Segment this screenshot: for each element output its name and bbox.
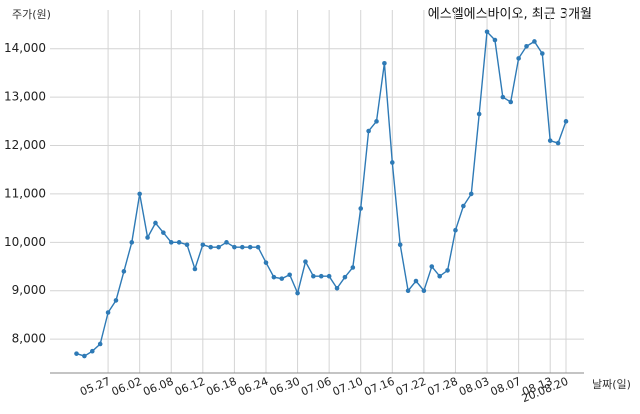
- data-point: [468, 191, 474, 197]
- data-point: [350, 265, 356, 270]
- data-point: [82, 353, 87, 359]
- data-point: [224, 240, 229, 245]
- data-point: [453, 227, 458, 233]
- data-point: [184, 242, 190, 248]
- data-point: [358, 206, 364, 211]
- data-point: [287, 272, 292, 278]
- data-point: [405, 288, 411, 294]
- data-point: [161, 230, 166, 235]
- data-point: [342, 274, 348, 280]
- data-point: [421, 288, 427, 294]
- data-point: [366, 128, 371, 134]
- y-tick-label: 9,000: [12, 283, 46, 297]
- x-tick-label: 06.18: [204, 375, 238, 399]
- x-tick-label: 07.28: [426, 375, 460, 399]
- data-point: [74, 351, 79, 356]
- data-point: [200, 242, 206, 248]
- data-point: [192, 266, 198, 272]
- data-point: [445, 268, 450, 273]
- data-point: [279, 276, 285, 281]
- data-point: [461, 203, 466, 209]
- data-point: [232, 244, 237, 250]
- data-point: [137, 191, 142, 197]
- data-point: [524, 44, 529, 49]
- data-point: [326, 273, 332, 279]
- data-point: [540, 51, 545, 56]
- data-point: [563, 119, 569, 124]
- data-point: [547, 138, 553, 143]
- data-point: [311, 273, 316, 279]
- x-tick-label: 07.16: [362, 375, 396, 399]
- y-tick-label: 8,000: [12, 332, 46, 346]
- data-point: [437, 273, 442, 279]
- x-tick-label: 06.02: [110, 375, 144, 399]
- data-point: [153, 220, 158, 226]
- y-tick-label: 14,000: [4, 41, 46, 55]
- data-point: [255, 244, 261, 250]
- chart-title: 에스엘에스바이오, 최근 3개월: [428, 7, 592, 22]
- data-point: [555, 140, 561, 146]
- grid-lines: [50, 10, 584, 373]
- y-tick-labels: 8,000 9,000 10,000 11,000 12,000 13,000 14,000: [4, 41, 46, 345]
- price-points: [74, 29, 569, 359]
- y-tick-label: 12,000: [4, 138, 46, 152]
- x-axis-label: 날짜(일): [592, 377, 631, 391]
- data-point: [532, 39, 537, 44]
- data-point: [382, 60, 387, 66]
- data-point: [271, 274, 277, 280]
- x-tick-label: 06.12: [173, 375, 207, 399]
- data-point: [239, 244, 245, 250]
- data-point: [168, 240, 174, 245]
- data-point: [208, 244, 214, 250]
- data-point: [176, 240, 182, 245]
- data-point: [429, 264, 435, 269]
- data-point: [413, 278, 419, 284]
- x-tick-label: 06.08: [141, 375, 175, 399]
- data-point: [492, 37, 498, 43]
- data-point: [129, 240, 135, 245]
- data-point: [500, 94, 506, 100]
- y-axis-label: 주가(원): [12, 8, 51, 21]
- y-tick-label: 11,000: [4, 186, 46, 200]
- data-point: [295, 290, 300, 296]
- data-point: [89, 348, 95, 354]
- x-tick-label: 08.03: [457, 375, 491, 399]
- data-point: [390, 160, 395, 165]
- x-tick-label: 06.24: [236, 375, 270, 399]
- x-tick-label: 07.10: [331, 375, 365, 399]
- data-point: [484, 29, 490, 35]
- data-point: [105, 310, 111, 315]
- data-point: [247, 244, 253, 250]
- x-tick-label: 07.22: [394, 375, 428, 399]
- x-tick-label: 06.30: [268, 375, 302, 399]
- data-point: [516, 56, 521, 61]
- data-point: [97, 341, 103, 347]
- data-point: [303, 259, 308, 264]
- x-tick-labels: 05.2706.0206.0806.1206.1806.2406.3007.06…: [78, 375, 570, 405]
- y-tick-label: 13,000: [4, 90, 46, 104]
- data-point: [334, 286, 340, 291]
- data-point: [397, 242, 403, 248]
- y-tick-label: 10,000: [4, 235, 46, 249]
- data-point: [263, 260, 269, 265]
- data-point: [476, 111, 482, 117]
- data-point: [113, 298, 119, 303]
- data-point: [318, 273, 324, 279]
- data-point: [145, 235, 150, 240]
- x-tick-label: 05.27: [78, 375, 112, 399]
- data-point: [216, 244, 221, 250]
- data-point: [121, 269, 127, 274]
- data-point: [508, 99, 514, 105]
- data-point: [374, 119, 379, 124]
- x-tick-label: 07.06: [299, 375, 333, 399]
- x-tick-label: 08.07: [489, 375, 523, 399]
